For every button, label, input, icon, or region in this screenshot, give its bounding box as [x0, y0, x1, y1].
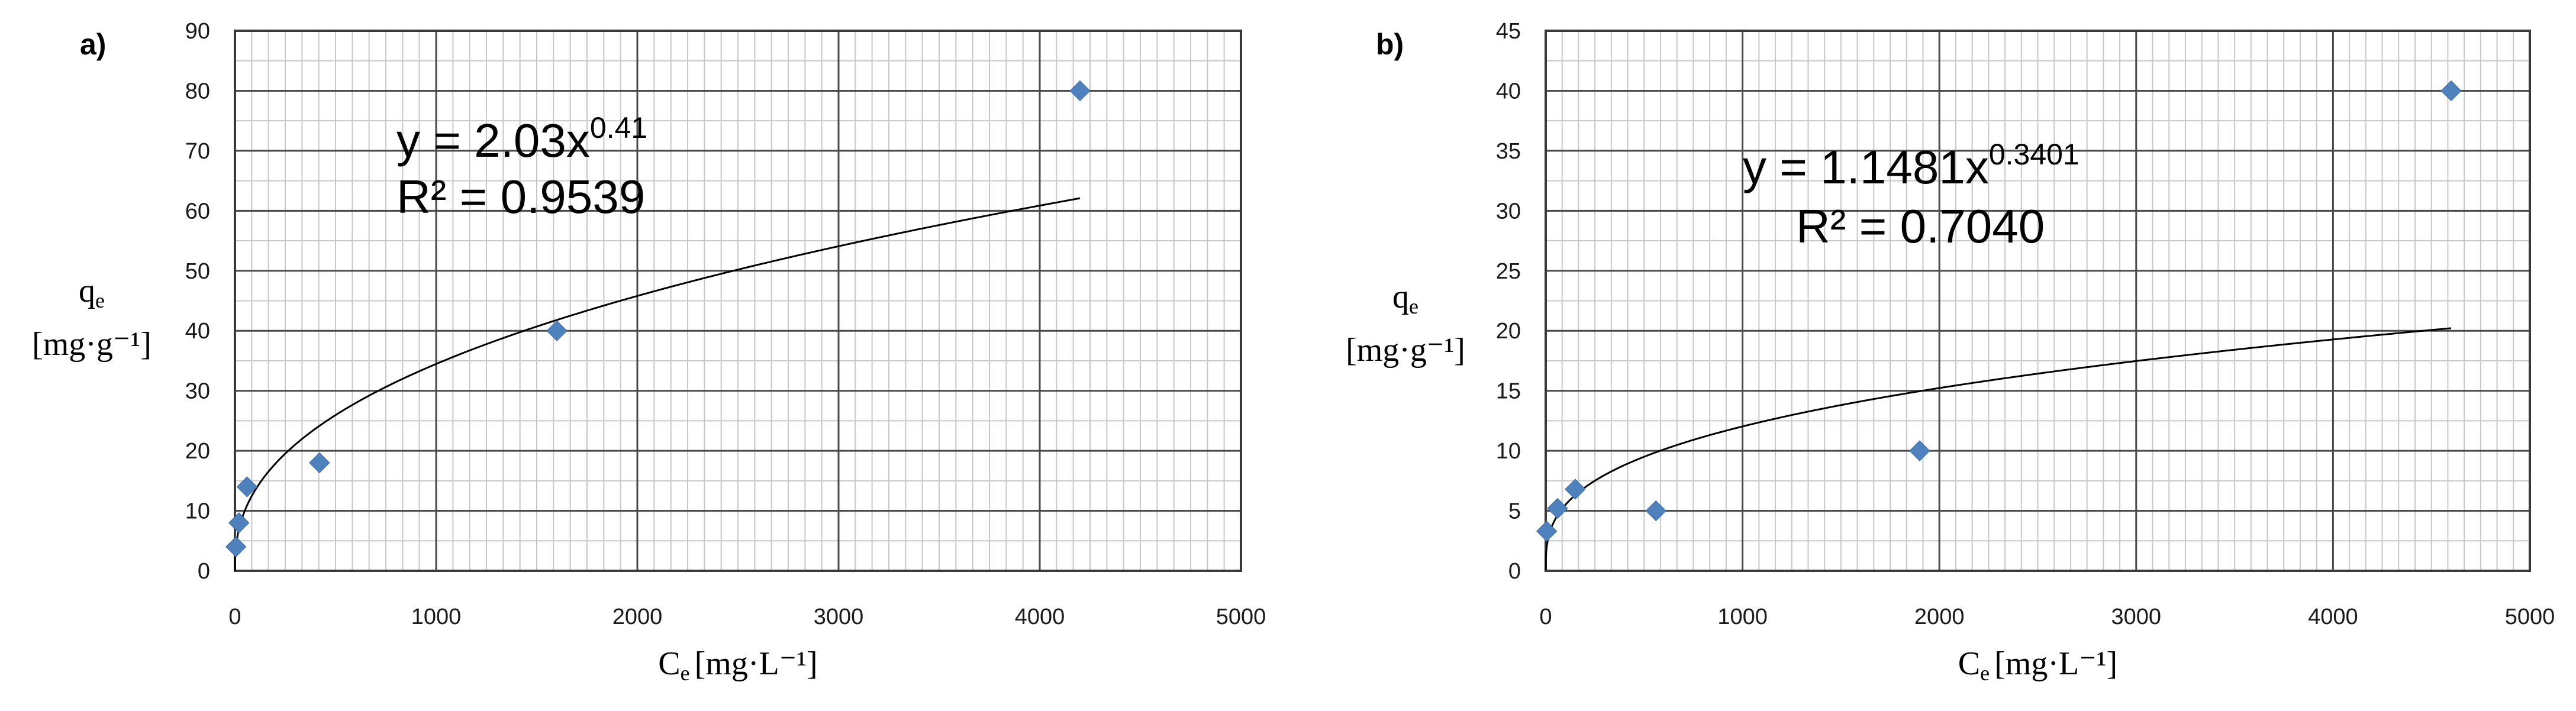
y-tick-label: 60 — [185, 199, 210, 224]
x-axis-title: Ce [mg·L⁻¹] — [658, 645, 817, 685]
y-axis-subscript: e — [1409, 295, 1418, 318]
y-axis-title: qe — [79, 273, 105, 312]
data-points — [225, 80, 1091, 558]
y-tick-label: 0 — [198, 559, 210, 584]
panel-label: a) — [80, 28, 106, 61]
x-tick-label: 0 — [228, 605, 241, 629]
data-point-marker — [1565, 479, 1586, 500]
r-squared: R² = 0.7040 — [1796, 200, 2045, 253]
data-point-marker — [546, 320, 568, 341]
x-axis-unit: [mg·L⁻¹] — [1994, 645, 2117, 682]
x-tick-label: 1000 — [411, 605, 462, 629]
y-tick-label: 5 — [1508, 499, 1521, 524]
x-axis-symbol: C — [658, 645, 680, 682]
r-squared: R² = 0.9539 — [396, 170, 645, 223]
chart-panel-a: 0 10 20 30 40 50 60 70 80 90 0 1000 2000 3000 4000 5000… — [32, 19, 1266, 685]
fit-equation-exponent: 0.41 — [590, 111, 647, 144]
y-axis-title: qe — [1392, 279, 1418, 318]
y-axis-unit: [mg·g⁻¹] — [1346, 332, 1465, 369]
x-tick-label: 5000 — [2505, 605, 2555, 629]
y-tick-label: 15 — [1496, 379, 1521, 404]
data-point-marker — [228, 512, 250, 534]
x-tick-label: 4000 — [2308, 605, 2358, 629]
plot-frame — [1545, 30, 2531, 572]
y-tick-label: 20 — [185, 439, 210, 464]
y-tick-label: 20 — [1496, 319, 1521, 344]
fit-equation-exponent: 0.3401 — [1989, 138, 2080, 171]
y-tick-label: 30 — [1496, 199, 1521, 224]
plot-frame — [234, 30, 1242, 572]
y-axis-unit: [mg·g⁻¹] — [32, 326, 151, 363]
data-point-marker — [1069, 80, 1091, 102]
data-point-marker — [225, 536, 247, 558]
x-axis-title: Ce [mg·L⁻¹] — [1958, 645, 2117, 685]
x-tick-label: 0 — [1539, 605, 1552, 629]
x-tick-label: 1000 — [1717, 605, 1768, 629]
y-tick-label: 50 — [185, 259, 210, 284]
data-point-marker — [1645, 500, 1666, 522]
y-axis-symbol: q — [79, 273, 95, 309]
y-tick-label: 10 — [1496, 439, 1521, 464]
y-tick-label: 90 — [185, 19, 210, 44]
y-tick-label: 10 — [185, 499, 210, 524]
x-tick-label: 2000 — [612, 605, 663, 629]
data-point-marker — [1536, 521, 1558, 542]
y-tick-label: 45 — [1496, 19, 1521, 44]
minor-gridlines — [1546, 31, 2530, 571]
fit-equation-base: y = 1.1481x — [1743, 141, 1989, 193]
x-axis-unit: [mg·L⁻¹] — [695, 645, 818, 682]
y-tick-label: 30 — [185, 379, 210, 404]
y-tick-label: 40 — [1496, 79, 1521, 104]
power-fit-curve — [234, 197, 1081, 571]
y-tick-label: 70 — [185, 139, 210, 164]
x-tick-label: 3000 — [2111, 605, 2162, 629]
y-tick-label: 80 — [185, 79, 210, 104]
y-tick-label: 25 — [1496, 259, 1521, 284]
data-point-marker — [2440, 80, 2462, 102]
x-axis-subscript: e — [681, 661, 690, 685]
y-tick-label: 35 — [1496, 139, 1521, 164]
y-tick-label: 40 — [185, 319, 210, 344]
x-tick-label: 3000 — [814, 605, 864, 629]
data-point-marker — [236, 476, 258, 497]
chart-panel-b: 0 5 10 15 20 25 30 35 40 45 0 1000 2000 3000 4000 5000 b… — [1346, 19, 2555, 685]
y-axis-subscript: e — [95, 289, 105, 312]
y-tick-label: 0 — [1508, 559, 1521, 584]
x-tick-label: 5000 — [1216, 605, 1266, 629]
fit-equation: y = 2.03x0.41 — [396, 111, 647, 167]
x-tick-label: 2000 — [1914, 605, 1965, 629]
x-axis-subscript: e — [1980, 661, 1990, 685]
data-point-marker — [309, 452, 330, 474]
data-point-marker — [1547, 497, 1568, 519]
fit-equation-base: y = 2.03x — [396, 114, 590, 167]
fit-equation: y = 1.1481x0.3401 — [1743, 138, 2080, 193]
y-axis-symbol: q — [1392, 279, 1409, 315]
minor-gridlines — [235, 31, 1241, 571]
data-point-marker — [1909, 440, 1930, 461]
x-tick-label: 4000 — [1015, 605, 1065, 629]
x-axis-symbol: C — [1958, 645, 1980, 682]
panel-label: b) — [1376, 28, 1404, 61]
data-points — [1536, 80, 2462, 542]
